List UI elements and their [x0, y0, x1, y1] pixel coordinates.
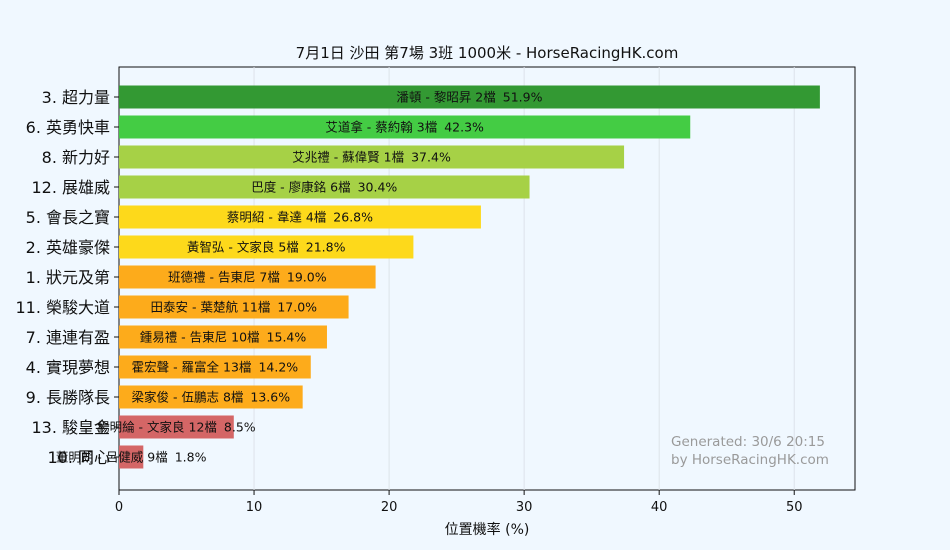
bar-data-label: 艾兆禮 - 蘇偉賢 1檔 37.4% [292, 150, 451, 165]
watermark-site: by HorseRacingHK.com [671, 452, 829, 468]
bar [119, 355, 311, 379]
bars-layer: 3. 超力量 潘頓 - 黎昭昇 2檔 51.9% 6. 英勇快車 艾道拿 - 蔡約翰 3… [15, 85, 820, 469]
bar-rider-label: 潘頓 - 黎昭昇 2檔 [396, 90, 495, 105]
y-tick-label: 11. 榮駿大道 [15, 298, 110, 317]
bar-rider-label: 黃智弘 - 文家良 5檔 [187, 240, 299, 255]
x-tick-label: 40 [651, 500, 668, 515]
bar-value-label: 1.8% [175, 450, 207, 465]
y-tick-label: 8. 新力好 [42, 148, 110, 167]
bar-rider-label: 艾兆禮 - 蘇偉賢 1檔 [292, 150, 404, 165]
bar [119, 175, 530, 199]
bar [119, 265, 376, 289]
y-tick-label: 13. 駿皇金 [31, 418, 110, 437]
bar-rider-label: 董明朗 - 呂健威 9檔 [56, 450, 168, 465]
bar-value-label: 26.8% [333, 210, 373, 225]
bar-value-label: 42.3% [444, 120, 484, 135]
bar [119, 85, 820, 109]
bar-data-label: 艾道拿 - 蔡約翰 3檔 42.3% [325, 120, 484, 135]
y-tick-label: 4. 實現夢想 [26, 358, 110, 377]
bar-value-label: 21.8% [306, 240, 346, 255]
bar-data-label: 楊明綸 - 文家良 12檔 8.5% [97, 420, 256, 435]
bar-rider-label: 鍾易禮 - 告東尼 10檔 [140, 330, 260, 345]
x-tick-label: 10 [246, 500, 263, 515]
bar-rider-label: 霍宏聲 - 羅富全 13檔 [132, 360, 252, 375]
bar-data-label: 班德禮 - 告東尼 7檔 19.0% [168, 270, 327, 285]
chart-title: 7月1日 沙田 第7場 3班 1000米 - HorseRacingHK.com [296, 44, 679, 62]
bar [119, 205, 481, 229]
bar-value-label: 30.4% [358, 180, 398, 195]
watermark-generated: Generated: 30/6 20:15 [671, 434, 825, 450]
bar-rider-label: 蔡明紹 - 韋達 4檔 [227, 210, 326, 225]
bar-data-label: 蔡明紹 - 韋達 4檔 26.8% [227, 210, 373, 225]
bar-data-label: 黃智弘 - 文家良 5檔 21.8% [187, 240, 346, 255]
bar [119, 235, 414, 259]
bar-value-label: 19.0% [287, 270, 327, 285]
bar-rider-label: 艾道拿 - 蔡約翰 3檔 [325, 120, 437, 135]
x-tick-label: 0 [115, 500, 123, 515]
bar [119, 445, 144, 469]
bar-rider-label: 班德禮 - 告東尼 7檔 [168, 270, 280, 285]
bar-rider-label: 田泰安 - 葉楚航 11檔 [151, 300, 271, 315]
y-tick-label: 7. 連連有盈 [26, 328, 110, 347]
x-tick-label: 30 [516, 500, 533, 515]
y-tick-label: 2. 英雄豪傑 [26, 238, 110, 257]
bar-data-label: 巴度 - 廖康銘 6檔 30.4% [251, 180, 397, 195]
bar [119, 145, 625, 169]
x-axis-label: 位置機率 (%) [445, 521, 530, 538]
bar-data-label: 梁家俊 - 伍鵬志 8檔 13.6% [132, 390, 291, 405]
bar-data-label: 霍宏聲 - 羅富全 13檔 14.2% [132, 360, 299, 375]
bar [119, 385, 303, 409]
y-tick-label: 3. 超力量 [42, 88, 110, 107]
bar [119, 325, 327, 349]
y-tick-label: 6. 英勇快車 [26, 118, 110, 137]
bar-value-label: 17.0% [277, 300, 317, 315]
y-tick-label: 12. 展雄威 [31, 178, 110, 197]
bar-data-label: 潘頓 - 黎昭昇 2檔 51.9% [396, 90, 542, 105]
y-tick-label: 9. 長勝隊長 [26, 388, 110, 407]
bar-value-label: 37.4% [411, 150, 451, 165]
bar-rider-label: 巴度 - 廖康銘 6檔 [251, 180, 350, 195]
bar-value-label: 15.4% [267, 330, 307, 345]
bar-value-label: 14.2% [258, 360, 298, 375]
x-tick-label: 20 [381, 500, 398, 515]
y-tick-label: 10. 同心 [47, 448, 110, 467]
bar-rider-label: 楊明綸 - 文家良 12檔 [97, 420, 217, 435]
bar-value-label: 51.9% [503, 90, 543, 105]
x-tick-label: 50 [786, 500, 803, 515]
bar-data-label: 鍾易禮 - 告東尼 10檔 15.4% [140, 330, 307, 345]
y-tick-label: 5. 會長之寶 [26, 208, 110, 227]
bar-data-label: 董明朗 - 呂健威 9檔 1.8% [56, 450, 207, 465]
y-tick-label: 1. 狀元及第 [26, 268, 110, 287]
bar-value-label: 13.6% [250, 390, 290, 405]
bar [119, 415, 234, 439]
bar [119, 115, 691, 139]
bar-data-label: 田泰安 - 葉楚航 11檔 17.0% [151, 300, 318, 315]
x-axis: 0 10 20 30 40 50 [115, 490, 803, 515]
bar-value-label: 8.5% [224, 420, 256, 435]
bar-rider-label: 梁家俊 - 伍鵬志 8檔 [132, 390, 244, 405]
bar [119, 295, 349, 319]
